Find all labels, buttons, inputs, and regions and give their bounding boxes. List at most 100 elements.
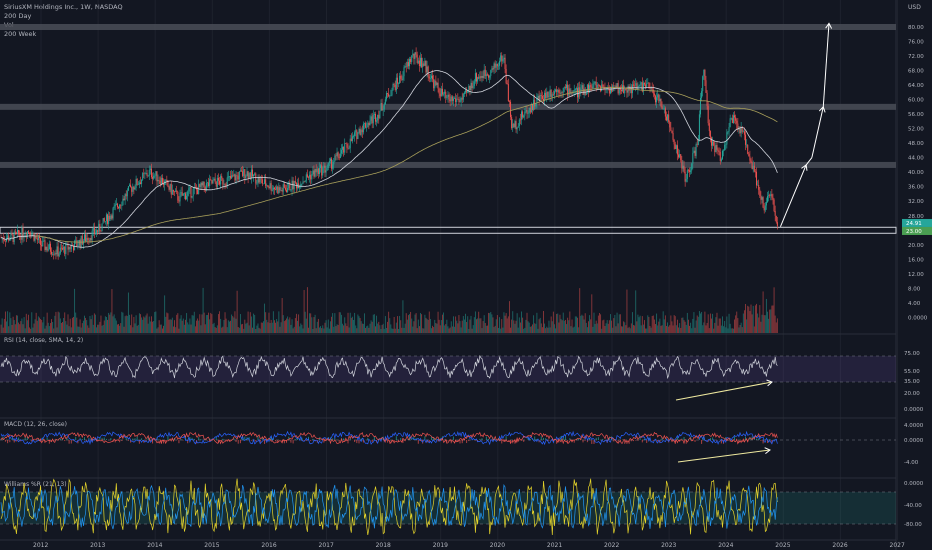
candle-body bbox=[491, 68, 493, 71]
volume-bar bbox=[552, 311, 554, 333]
volume-bar bbox=[86, 320, 88, 333]
candle-body bbox=[119, 204, 121, 209]
volume-bar bbox=[277, 321, 279, 333]
study-200-week[interactable]: 200 Week bbox=[4, 30, 37, 38]
volume-bar bbox=[364, 313, 365, 333]
volume-bar bbox=[472, 325, 474, 333]
volume-bar bbox=[116, 324, 118, 333]
candle-body bbox=[443, 93, 445, 95]
candle-body bbox=[724, 144, 726, 151]
macd-histogram-bar bbox=[46, 437, 48, 440]
candle-body bbox=[448, 94, 450, 100]
volume-bar bbox=[674, 316, 676, 333]
volume-bar bbox=[511, 319, 513, 333]
candle-body bbox=[361, 129, 363, 133]
macd-histogram-bar bbox=[661, 437, 663, 440]
macd-histogram-bar bbox=[301, 437, 303, 440]
volume-bar bbox=[122, 312, 124, 333]
volume-bar bbox=[33, 323, 35, 333]
macd-histogram-bar bbox=[174, 438, 176, 440]
macd-histogram-bar bbox=[101, 437, 103, 440]
volume-bar bbox=[40, 319, 42, 333]
macd-histogram-bar bbox=[270, 436, 272, 440]
pane-axis-label: -80.00 bbox=[904, 522, 922, 528]
volume-bar bbox=[454, 326, 455, 333]
candle-body bbox=[430, 75, 432, 79]
time-axis-label: 2020 bbox=[490, 542, 505, 549]
volume-bar bbox=[550, 316, 552, 333]
volume-bar bbox=[160, 324, 162, 333]
volume-bar bbox=[64, 312, 66, 333]
macd-histogram-bar bbox=[771, 440, 773, 444]
price-axis-label: 40.00 bbox=[908, 170, 924, 176]
volume-bar bbox=[293, 326, 295, 333]
candle-body bbox=[38, 236, 40, 239]
macd-divergence-arrowhead bbox=[764, 447, 771, 455]
study-200-day[interactable]: 200 Day bbox=[4, 12, 32, 20]
volume-bar bbox=[591, 294, 593, 333]
candle-body bbox=[281, 189, 283, 192]
candle-body bbox=[563, 87, 565, 88]
volume-bar bbox=[586, 327, 588, 333]
candle-body bbox=[553, 91, 555, 95]
projection-arrow-segment bbox=[805, 157, 813, 166]
candle-body bbox=[469, 85, 471, 91]
volume-bar bbox=[647, 315, 649, 333]
candle-body bbox=[568, 88, 570, 96]
volume-bar bbox=[69, 318, 71, 333]
volume-bar bbox=[8, 326, 10, 333]
volume-bar bbox=[770, 309, 772, 333]
volume-bar bbox=[769, 309, 771, 333]
second-price-badge bbox=[902, 226, 932, 235]
candle-body bbox=[112, 208, 114, 219]
volume-bar bbox=[775, 322, 777, 333]
candle-body bbox=[436, 82, 438, 85]
macd-histogram-bar bbox=[411, 438, 413, 440]
candle-body bbox=[720, 159, 722, 162]
volume-bar bbox=[19, 324, 21, 333]
macd-histogram-bar bbox=[24, 437, 26, 440]
candle-body bbox=[395, 77, 397, 91]
macd-histogram-bar bbox=[358, 440, 360, 444]
volume-bar bbox=[371, 321, 373, 333]
candle-body bbox=[313, 170, 315, 177]
candle-body bbox=[504, 57, 506, 69]
volume-bar bbox=[328, 328, 330, 333]
volume-bar bbox=[702, 325, 704, 333]
macd-histogram-bar bbox=[125, 436, 127, 440]
volume-bar bbox=[488, 312, 490, 333]
volume-bar bbox=[487, 325, 488, 333]
macd-histogram-bar bbox=[701, 440, 703, 444]
volume-bar bbox=[730, 328, 732, 333]
candle-body bbox=[544, 92, 546, 102]
candle-body bbox=[608, 88, 610, 94]
candle-body bbox=[512, 123, 514, 129]
volume-bar bbox=[463, 319, 465, 333]
volume-bar bbox=[693, 312, 695, 333]
candle-body bbox=[477, 77, 479, 82]
volume-bar bbox=[756, 303, 757, 333]
volume-bar bbox=[448, 328, 450, 333]
macd-histogram-bar bbox=[48, 440, 50, 444]
candle-body bbox=[348, 148, 350, 149]
volume-bar bbox=[391, 328, 393, 333]
candle-body bbox=[718, 150, 720, 153]
candle-body bbox=[490, 70, 492, 76]
volume-bar bbox=[508, 301, 510, 333]
candle-body bbox=[15, 232, 17, 234]
candle-body bbox=[13, 231, 15, 243]
volume-bar bbox=[579, 288, 581, 333]
volume-bar bbox=[425, 317, 427, 333]
stoch-pane-label: Williams %R (21, 13) bbox=[4, 481, 67, 488]
volume-bar bbox=[383, 328, 385, 333]
volume-bar bbox=[473, 317, 475, 333]
macd-histogram-bar bbox=[639, 436, 641, 440]
volume-bar bbox=[410, 311, 412, 333]
price-axis-label: 12.00 bbox=[908, 272, 924, 278]
volume-bar bbox=[404, 323, 406, 333]
candle-body bbox=[27, 231, 29, 233]
macd-histogram-bar bbox=[415, 438, 417, 440]
candle-body bbox=[147, 175, 149, 177]
volume-bar bbox=[638, 317, 640, 333]
